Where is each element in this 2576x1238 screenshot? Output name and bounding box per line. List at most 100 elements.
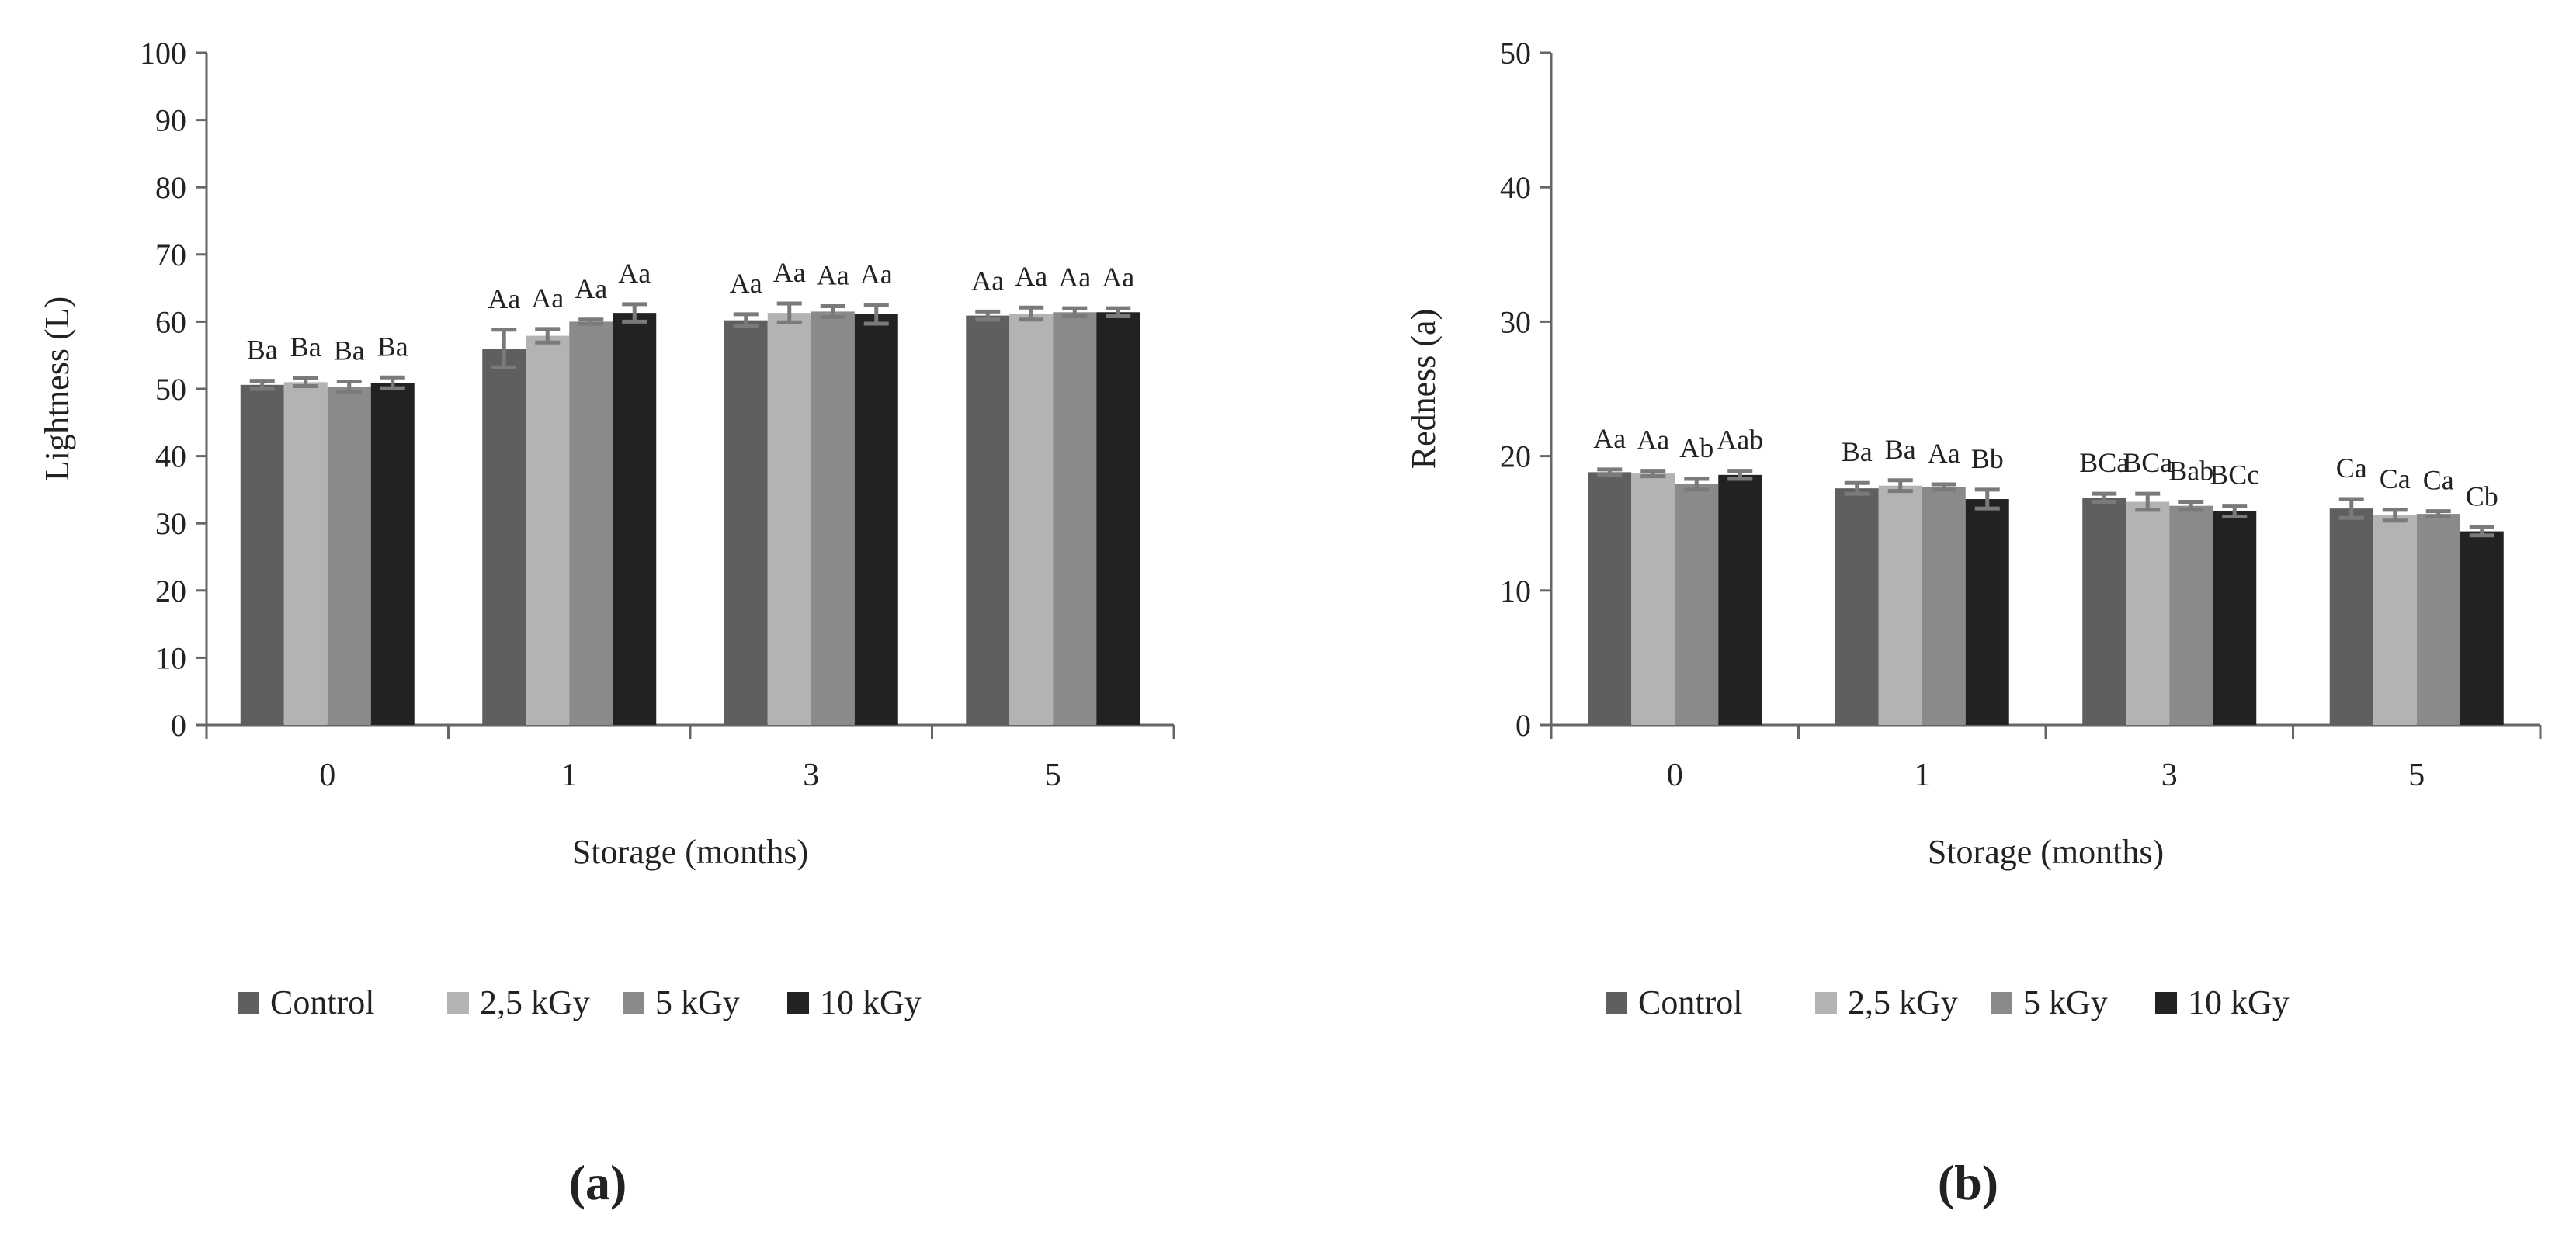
y-tick-label: 40 (155, 439, 186, 474)
significance-label: Aa (773, 257, 806, 288)
bar-2-5-kgy (1878, 485, 1922, 725)
legend: Control 2,5 kGy 5 kGy 10 kGy (238, 983, 922, 1021)
y-tick-label: 30 (1500, 304, 1531, 339)
significance-label: Aa (1058, 262, 1091, 293)
bar-control (1588, 472, 1632, 725)
significance-label: Aa (730, 268, 762, 299)
x-tick-label: 5 (2408, 758, 2425, 793)
bar-control (2329, 508, 2373, 725)
bar-control (724, 320, 768, 726)
x-axis-title: Storage (months) (1928, 833, 2164, 871)
legend: Control 2,5 kGy 5 kGy 10 kGy (1606, 983, 2290, 1021)
panel-a: 0 10 20 30 40 50 60 70 80 90 100 0 Ba Ba Ba Ba 1 Aa Aa Aa Aa… (38, 36, 1175, 1210)
y-tick-label: 90 (155, 103, 186, 138)
legend-swatch (447, 992, 469, 1014)
x-tick-label: 5 (1045, 758, 1061, 793)
significance-label: Aa (618, 258, 651, 289)
y-tick-label: 40 (1500, 170, 1531, 205)
y-tick-label: 80 (155, 170, 186, 205)
significance-label: Ca (2336, 453, 2367, 484)
bar-5-kgy (2169, 505, 2213, 725)
significance-label: BCc (2210, 459, 2259, 491)
significance-label: BCa (2123, 447, 2172, 478)
bar-2-5-kgy (283, 382, 328, 725)
x-tick-label: 0 (319, 758, 335, 793)
significance-label: Aa (575, 273, 607, 304)
bar-5-kgy (1053, 312, 1097, 725)
legend-swatch (1606, 992, 1627, 1014)
y-tick-label: 100 (140, 36, 186, 71)
panel-label: (a) (569, 1155, 627, 1210)
x-tick-label: 1 (561, 758, 578, 793)
bar-10-kgy (2460, 531, 2504, 725)
bar-2-5-kgy (526, 335, 570, 725)
significance-label: Aa (971, 265, 1004, 296)
bar-2-5-kgy (2126, 501, 2170, 725)
bar-10-kgy (613, 313, 657, 726)
bar-control (966, 315, 1010, 726)
legend-label: 10 kGy (820, 983, 922, 1021)
bar-5-kgy (1922, 487, 1966, 725)
y-tick-label: 0 (1515, 708, 1531, 743)
y-tick-label: 10 (1500, 574, 1531, 609)
legend-swatch (1991, 992, 2012, 1014)
legend-swatch (787, 992, 809, 1014)
significance-label: Bab (2168, 455, 2213, 486)
bar-control (240, 384, 284, 725)
x-axis-title: Storage (months) (572, 833, 808, 871)
significance-label: Ba (1842, 436, 1873, 467)
legend-swatch (623, 992, 644, 1014)
bar-5-kgy (811, 311, 855, 725)
bar-control (2082, 498, 2126, 725)
significance-label: Ca (2380, 463, 2411, 494)
significance-label: Aa (488, 283, 520, 314)
bar-2-5-kgy (1009, 314, 1054, 725)
significance-label: Ba (334, 335, 365, 366)
significance-label: Aa (1102, 262, 1134, 293)
y-tick-label: 0 (171, 708, 186, 743)
significance-label: Aa (1637, 425, 1669, 456)
bar-control (482, 349, 526, 725)
x-tick-label: 3 (2161, 758, 2178, 793)
legend-swatch (2155, 992, 2177, 1014)
bar-10-kgy (1096, 312, 1140, 725)
significance-label: Ba (290, 331, 321, 362)
y-tick-label: 60 (155, 304, 186, 339)
x-tick-label: 3 (803, 758, 819, 793)
bar-10-kgy (1965, 499, 2009, 725)
y-tick-label: 30 (155, 506, 186, 541)
significance-label: Ab (1679, 432, 1713, 463)
significance-label: Aa (860, 258, 893, 290)
y-axis-title: Redness (a) (1404, 309, 1442, 470)
significance-label: Ba (247, 335, 278, 366)
y-tick-label: 20 (155, 574, 186, 609)
legend-label: 2,5 kGy (1848, 983, 1958, 1021)
significance-label: Aa (1593, 423, 1626, 454)
bar-2-5-kgy (1631, 473, 1675, 725)
significance-label: Aa (1928, 438, 1960, 469)
bar-10-kgy (854, 314, 898, 725)
y-tick-label: 50 (155, 372, 186, 407)
significance-label: Aab (1717, 425, 1763, 456)
legend-swatch (1815, 992, 1837, 1014)
y-tick-label: 20 (1500, 439, 1531, 474)
legend-label: 2,5 kGy (480, 983, 590, 1021)
significance-label: Ca (2423, 465, 2454, 496)
x-tick-label: 0 (1667, 758, 1683, 793)
legend-label: Control (1638, 983, 1742, 1021)
bar-5-kgy (2416, 514, 2460, 725)
y-tick-label: 50 (1500, 36, 1531, 71)
significance-label: Aa (817, 259, 849, 290)
legend-label: 5 kGy (655, 983, 740, 1021)
bar-5-kgy (327, 387, 371, 725)
x-tick-label: 1 (1914, 758, 1930, 793)
legend-swatch (238, 992, 259, 1014)
bar-10-kgy (1718, 474, 1762, 725)
bar-2-5-kgy (767, 313, 811, 726)
bar-5-kgy (1675, 484, 1719, 725)
legend-label: 10 kGy (2188, 983, 2290, 1021)
legend-label: Control (270, 983, 374, 1021)
legend-label: 5 kGy (2023, 983, 2108, 1021)
significance-label: Bb (1971, 443, 2004, 474)
significance-label: Ba (1885, 434, 1916, 465)
